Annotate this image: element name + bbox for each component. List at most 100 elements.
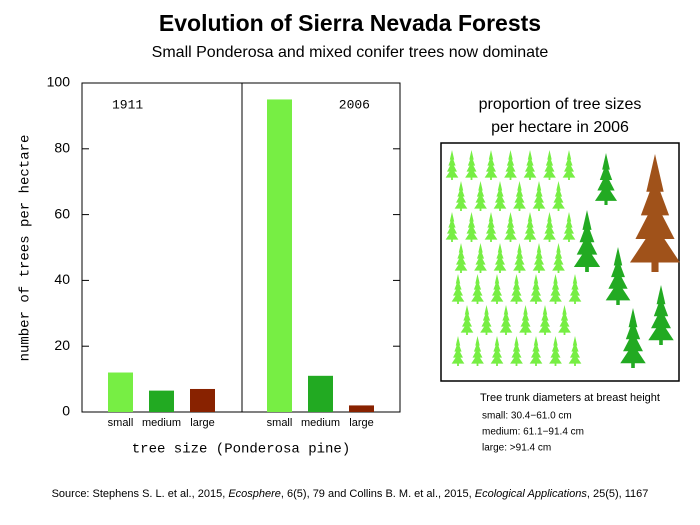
tree-icon	[534, 193, 544, 203]
source-text: Ecological Applications	[475, 488, 588, 500]
tree-trunk	[574, 300, 576, 304]
tree-icon	[514, 255, 525, 265]
tree-icon	[651, 309, 671, 329]
tree-icon	[519, 323, 532, 333]
tree-icon	[517, 181, 522, 191]
tree-icon	[467, 218, 476, 228]
tree-icon	[488, 212, 494, 222]
illustration-title: proportion of tree sizes	[479, 96, 642, 113]
tree-icon	[504, 230, 517, 240]
tree-trunk	[509, 238, 512, 242]
tree-icon	[513, 261, 526, 271]
tree-trunk	[496, 362, 498, 366]
tree-icon	[458, 181, 464, 191]
source: Source: Stephens S. L. et al., 2015, Eco…	[52, 488, 649, 500]
tree-trunk	[505, 331, 507, 335]
tree-icon	[535, 249, 543, 259]
tree-icon	[453, 286, 463, 296]
tree-icon	[579, 222, 595, 243]
tree-icon	[455, 336, 461, 346]
tree-icon	[465, 168, 478, 178]
tree-icon	[547, 150, 552, 160]
tree-icon	[551, 342, 560, 352]
illustration-title: per hectare in 2006	[491, 119, 629, 136]
tree-icon	[505, 162, 516, 172]
tree-icon	[549, 354, 562, 364]
tree-icon	[448, 156, 456, 166]
tree-icon	[599, 163, 613, 181]
x-tick-label: large	[349, 417, 373, 429]
panel-label: 1911	[112, 97, 143, 112]
tree-icon	[454, 199, 468, 209]
tree-icon	[514, 274, 519, 284]
note: medium: 61.1−91.4 cm	[482, 427, 584, 438]
bar	[149, 390, 174, 412]
tree-trunk	[518, 207, 521, 211]
tree-icon	[476, 249, 485, 259]
tree-icon	[629, 224, 681, 263]
tree-icon	[478, 243, 483, 253]
x-axis-label: tree size (Ponderosa pine)	[132, 442, 350, 458]
tree-icon	[494, 336, 500, 346]
tree-icon	[550, 348, 561, 358]
y-tick-label: 80	[54, 140, 70, 156]
chart-title: Evolution of Sierra Nevada Forests	[159, 10, 541, 36]
tree-icon	[564, 162, 574, 172]
tree-icon	[510, 292, 523, 302]
bar	[190, 388, 215, 412]
tree-icon	[536, 181, 542, 191]
source-text: , 25(5), 1167	[587, 488, 649, 500]
tree-icon	[542, 305, 548, 315]
tree-icon	[493, 342, 501, 352]
y-tick-label: 100	[47, 74, 71, 90]
tree-trunk	[631, 360, 635, 368]
tree-icon	[502, 311, 510, 321]
tree-icon	[493, 261, 507, 271]
tree-trunk	[524, 331, 527, 335]
tree-icon	[484, 230, 498, 240]
note: large: >91.4 cm	[482, 443, 551, 454]
tree-icon	[445, 230, 459, 240]
tree-icon	[499, 323, 513, 333]
tree-icon	[538, 323, 552, 333]
tree-icon	[503, 305, 509, 315]
tree-icon	[484, 168, 498, 178]
y-tick-label: 20	[54, 337, 70, 353]
tree-icon	[549, 292, 562, 302]
tree-icon	[513, 199, 526, 209]
tree-icon	[526, 218, 534, 228]
tree-icon	[501, 317, 511, 327]
tree-icon	[466, 224, 477, 234]
tree-icon	[523, 230, 537, 240]
tree-icon	[648, 321, 674, 341]
note: Tree trunk diameters at breast height	[480, 392, 660, 404]
tree-trunk	[460, 269, 462, 273]
tree-trunk	[538, 207, 540, 211]
tree-icon	[508, 212, 513, 222]
tree-icon	[475, 274, 480, 284]
tree-trunk	[529, 238, 531, 242]
tree-icon	[504, 168, 517, 178]
tree-icon	[568, 354, 582, 364]
tree-icon	[523, 168, 537, 178]
tree-icon	[456, 193, 466, 203]
tree-icon	[514, 336, 519, 346]
tree-icon	[506, 218, 515, 228]
tree-icon	[532, 342, 540, 352]
tree-trunk	[451, 176, 453, 180]
tree-trunk	[538, 269, 540, 273]
tree-trunk	[466, 331, 468, 335]
tree-icon	[532, 199, 546, 209]
tree-icon	[571, 342, 579, 352]
tree-trunk	[535, 362, 537, 366]
tree-trunk	[518, 269, 521, 273]
bar	[267, 99, 292, 412]
tree-icon	[456, 255, 466, 265]
tree-trunk	[515, 300, 518, 304]
tree-icon	[511, 286, 522, 296]
tree-trunk	[563, 331, 566, 335]
tree-icon	[597, 173, 615, 191]
tree-icon	[541, 311, 549, 321]
tree-icon	[544, 224, 555, 234]
tree-icon	[508, 150, 513, 160]
